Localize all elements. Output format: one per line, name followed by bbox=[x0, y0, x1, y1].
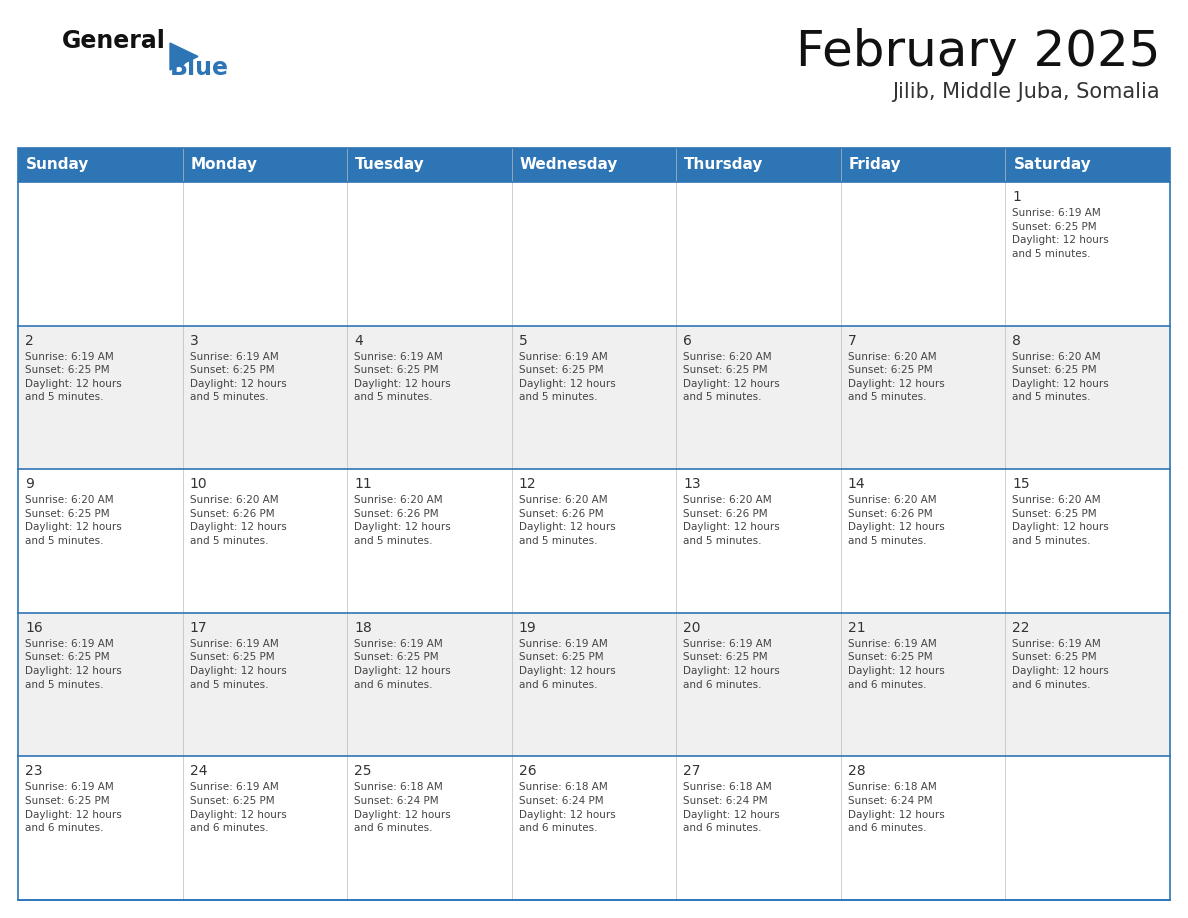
Bar bbox=[18, 326, 1170, 469]
Text: 24: 24 bbox=[190, 765, 207, 778]
Text: February 2025: February 2025 bbox=[796, 28, 1159, 76]
Text: Saturday: Saturday bbox=[1013, 158, 1092, 173]
Bar bbox=[18, 148, 183, 182]
Bar bbox=[18, 469, 1170, 613]
Text: Sunrise: 6:19 AM
Sunset: 6:25 PM
Daylight: 12 hours
and 5 minutes.: Sunrise: 6:19 AM Sunset: 6:25 PM Dayligh… bbox=[25, 352, 121, 402]
Text: 8: 8 bbox=[1012, 333, 1022, 348]
Text: 27: 27 bbox=[683, 765, 701, 778]
Text: Sunrise: 6:18 AM
Sunset: 6:24 PM
Daylight: 12 hours
and 6 minutes.: Sunrise: 6:18 AM Sunset: 6:24 PM Dayligh… bbox=[354, 782, 451, 834]
Text: 25: 25 bbox=[354, 765, 372, 778]
Text: Sunrise: 6:19 AM
Sunset: 6:25 PM
Daylight: 12 hours
and 6 minutes.: Sunrise: 6:19 AM Sunset: 6:25 PM Dayligh… bbox=[190, 782, 286, 834]
Text: Sunrise: 6:20 AM
Sunset: 6:25 PM
Daylight: 12 hours
and 5 minutes.: Sunrise: 6:20 AM Sunset: 6:25 PM Dayligh… bbox=[848, 352, 944, 402]
Text: 6: 6 bbox=[683, 333, 693, 348]
Text: Sunrise: 6:20 AM
Sunset: 6:26 PM
Daylight: 12 hours
and 5 minutes.: Sunrise: 6:20 AM Sunset: 6:26 PM Dayligh… bbox=[354, 495, 451, 546]
Text: 10: 10 bbox=[190, 477, 207, 491]
Text: 1: 1 bbox=[1012, 190, 1022, 204]
Text: Sunrise: 6:19 AM
Sunset: 6:25 PM
Daylight: 12 hours
and 5 minutes.: Sunrise: 6:19 AM Sunset: 6:25 PM Dayligh… bbox=[190, 352, 286, 402]
Text: 20: 20 bbox=[683, 621, 701, 635]
Text: Sunrise: 6:19 AM
Sunset: 6:25 PM
Daylight: 12 hours
and 5 minutes.: Sunrise: 6:19 AM Sunset: 6:25 PM Dayligh… bbox=[190, 639, 286, 689]
Text: Sunrise: 6:20 AM
Sunset: 6:26 PM
Daylight: 12 hours
and 5 minutes.: Sunrise: 6:20 AM Sunset: 6:26 PM Dayligh… bbox=[683, 495, 781, 546]
Text: Monday: Monday bbox=[190, 158, 258, 173]
Text: 26: 26 bbox=[519, 765, 536, 778]
Text: General: General bbox=[62, 29, 166, 53]
Text: 15: 15 bbox=[1012, 477, 1030, 491]
Text: Sunrise: 6:19 AM
Sunset: 6:25 PM
Daylight: 12 hours
and 6 minutes.: Sunrise: 6:19 AM Sunset: 6:25 PM Dayligh… bbox=[1012, 639, 1110, 689]
Text: 22: 22 bbox=[1012, 621, 1030, 635]
Text: Wednesday: Wednesday bbox=[519, 158, 618, 173]
Text: Sunday: Sunday bbox=[26, 158, 89, 173]
Bar bbox=[18, 182, 1170, 326]
Bar bbox=[512, 148, 676, 182]
Text: 14: 14 bbox=[848, 477, 866, 491]
Text: Sunrise: 6:19 AM
Sunset: 6:25 PM
Daylight: 12 hours
and 6 minutes.: Sunrise: 6:19 AM Sunset: 6:25 PM Dayligh… bbox=[519, 639, 615, 689]
Text: Sunrise: 6:19 AM
Sunset: 6:25 PM
Daylight: 12 hours
and 5 minutes.: Sunrise: 6:19 AM Sunset: 6:25 PM Dayligh… bbox=[25, 639, 121, 689]
Text: Sunrise: 6:18 AM
Sunset: 6:24 PM
Daylight: 12 hours
and 6 minutes.: Sunrise: 6:18 AM Sunset: 6:24 PM Dayligh… bbox=[683, 782, 781, 834]
Text: 7: 7 bbox=[848, 333, 857, 348]
Bar bbox=[1005, 148, 1170, 182]
Text: 4: 4 bbox=[354, 333, 362, 348]
Text: Sunrise: 6:19 AM
Sunset: 6:25 PM
Daylight: 12 hours
and 5 minutes.: Sunrise: 6:19 AM Sunset: 6:25 PM Dayligh… bbox=[519, 352, 615, 402]
Text: 12: 12 bbox=[519, 477, 536, 491]
Text: 23: 23 bbox=[25, 765, 43, 778]
Text: Sunrise: 6:20 AM
Sunset: 6:25 PM
Daylight: 12 hours
and 5 minutes.: Sunrise: 6:20 AM Sunset: 6:25 PM Dayligh… bbox=[25, 495, 121, 546]
Text: Sunrise: 6:19 AM
Sunset: 6:25 PM
Daylight: 12 hours
and 6 minutes.: Sunrise: 6:19 AM Sunset: 6:25 PM Dayligh… bbox=[848, 639, 944, 689]
Polygon shape bbox=[170, 43, 198, 70]
Bar bbox=[18, 756, 1170, 900]
Text: 21: 21 bbox=[848, 621, 866, 635]
Bar bbox=[676, 148, 841, 182]
Text: 3: 3 bbox=[190, 333, 198, 348]
Bar bbox=[347, 148, 512, 182]
Text: Sunrise: 6:18 AM
Sunset: 6:24 PM
Daylight: 12 hours
and 6 minutes.: Sunrise: 6:18 AM Sunset: 6:24 PM Dayligh… bbox=[848, 782, 944, 834]
Text: 28: 28 bbox=[848, 765, 866, 778]
Text: Friday: Friday bbox=[849, 158, 902, 173]
Text: Sunrise: 6:19 AM
Sunset: 6:25 PM
Daylight: 12 hours
and 6 minutes.: Sunrise: 6:19 AM Sunset: 6:25 PM Dayligh… bbox=[354, 639, 451, 689]
Text: Sunrise: 6:19 AM
Sunset: 6:25 PM
Daylight: 12 hours
and 5 minutes.: Sunrise: 6:19 AM Sunset: 6:25 PM Dayligh… bbox=[1012, 208, 1110, 259]
Text: Jilib, Middle Juba, Somalia: Jilib, Middle Juba, Somalia bbox=[892, 82, 1159, 102]
Text: Sunrise: 6:20 AM
Sunset: 6:25 PM
Daylight: 12 hours
and 5 minutes.: Sunrise: 6:20 AM Sunset: 6:25 PM Dayligh… bbox=[1012, 495, 1110, 546]
Text: Sunrise: 6:20 AM
Sunset: 6:26 PM
Daylight: 12 hours
and 5 minutes.: Sunrise: 6:20 AM Sunset: 6:26 PM Dayligh… bbox=[190, 495, 286, 546]
Text: 16: 16 bbox=[25, 621, 43, 635]
Bar bbox=[841, 148, 1005, 182]
Text: 19: 19 bbox=[519, 621, 537, 635]
Bar bbox=[183, 148, 347, 182]
Text: Blue: Blue bbox=[170, 56, 229, 80]
Text: Sunrise: 6:20 AM
Sunset: 6:25 PM
Daylight: 12 hours
and 5 minutes.: Sunrise: 6:20 AM Sunset: 6:25 PM Dayligh… bbox=[683, 352, 781, 402]
Text: Tuesday: Tuesday bbox=[355, 158, 425, 173]
Text: Sunrise: 6:19 AM
Sunset: 6:25 PM
Daylight: 12 hours
and 6 minutes.: Sunrise: 6:19 AM Sunset: 6:25 PM Dayligh… bbox=[25, 782, 121, 834]
Text: 13: 13 bbox=[683, 477, 701, 491]
Text: Sunrise: 6:19 AM
Sunset: 6:25 PM
Daylight: 12 hours
and 6 minutes.: Sunrise: 6:19 AM Sunset: 6:25 PM Dayligh… bbox=[683, 639, 781, 689]
Text: Sunrise: 6:20 AM
Sunset: 6:26 PM
Daylight: 12 hours
and 5 minutes.: Sunrise: 6:20 AM Sunset: 6:26 PM Dayligh… bbox=[519, 495, 615, 546]
Bar bbox=[18, 148, 1170, 900]
Text: 2: 2 bbox=[25, 333, 33, 348]
Text: 11: 11 bbox=[354, 477, 372, 491]
Text: 5: 5 bbox=[519, 333, 527, 348]
Text: Thursday: Thursday bbox=[684, 158, 764, 173]
Text: 18: 18 bbox=[354, 621, 372, 635]
Text: Sunrise: 6:18 AM
Sunset: 6:24 PM
Daylight: 12 hours
and 6 minutes.: Sunrise: 6:18 AM Sunset: 6:24 PM Dayligh… bbox=[519, 782, 615, 834]
Text: 17: 17 bbox=[190, 621, 207, 635]
Text: 9: 9 bbox=[25, 477, 34, 491]
Text: Sunrise: 6:20 AM
Sunset: 6:26 PM
Daylight: 12 hours
and 5 minutes.: Sunrise: 6:20 AM Sunset: 6:26 PM Dayligh… bbox=[848, 495, 944, 546]
Text: Sunrise: 6:20 AM
Sunset: 6:25 PM
Daylight: 12 hours
and 5 minutes.: Sunrise: 6:20 AM Sunset: 6:25 PM Dayligh… bbox=[1012, 352, 1110, 402]
Bar bbox=[18, 613, 1170, 756]
Text: Sunrise: 6:19 AM
Sunset: 6:25 PM
Daylight: 12 hours
and 5 minutes.: Sunrise: 6:19 AM Sunset: 6:25 PM Dayligh… bbox=[354, 352, 451, 402]
